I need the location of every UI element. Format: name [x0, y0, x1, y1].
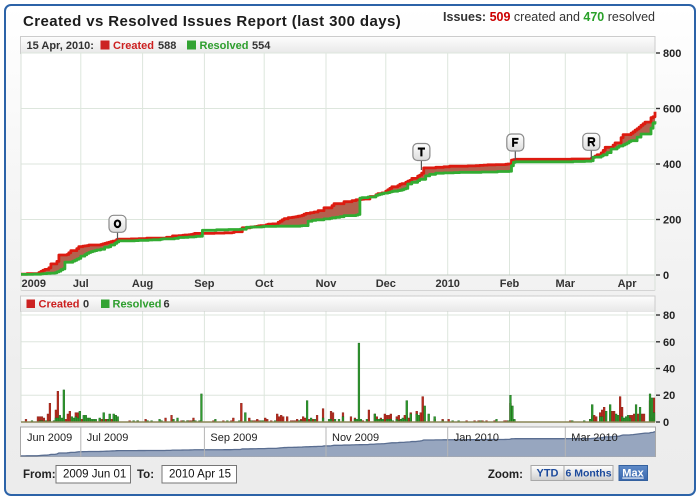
svg-text:Issues: 509 created and 470 re: Issues: 509 created and 470 resolved [443, 10, 655, 24]
svg-text:6: 6 [164, 299, 170, 311]
svg-text:6 Months: 6 Months [565, 468, 611, 480]
svg-text:0: 0 [663, 270, 669, 282]
svg-text:554: 554 [252, 40, 271, 52]
svg-text:YTD: YTD [537, 468, 559, 480]
svg-text:Mar 2010: Mar 2010 [571, 432, 617, 444]
svg-text:Resolved: Resolved [113, 299, 162, 311]
svg-text:Mar: Mar [556, 278, 576, 290]
svg-text:Created: Created [39, 299, 80, 311]
svg-text:800: 800 [663, 48, 681, 60]
svg-text:600: 600 [663, 104, 681, 116]
svg-text:Max: Max [622, 468, 644, 480]
svg-text:Resolved: Resolved [200, 40, 249, 52]
svg-text:2009: 2009 [22, 278, 46, 290]
svg-text:Jul: Jul [73, 278, 89, 290]
svg-text:Feb: Feb [500, 278, 520, 290]
svg-text:Sep 2009: Sep 2009 [210, 432, 257, 444]
svg-text:Jun 2009: Jun 2009 [27, 432, 72, 444]
svg-text:200: 200 [663, 215, 681, 227]
svg-text:20: 20 [663, 390, 675, 402]
svg-text:Nov: Nov [316, 278, 338, 290]
svg-text:Jul 2009: Jul 2009 [87, 432, 129, 444]
svg-text:From:: From: [23, 469, 56, 481]
svg-text:Aug: Aug [132, 278, 153, 290]
svg-text:Oct: Oct [255, 278, 274, 290]
svg-text:Sep: Sep [194, 278, 214, 290]
svg-text:Created vs Resolved Issues Rep: Created vs Resolved Issues Report (last … [23, 13, 401, 30]
svg-text:15 Apr, 2010:: 15 Apr, 2010: [27, 40, 94, 52]
svg-text:To:: To: [137, 469, 154, 481]
svg-text:Zoom:: Zoom: [488, 469, 523, 481]
svg-text:40: 40 [663, 364, 675, 376]
svg-text:2010 Apr 15: 2010 Apr 15 [169, 469, 231, 481]
svg-text:Created: Created [113, 40, 154, 52]
svg-text:Dec: Dec [376, 278, 396, 290]
svg-text:60: 60 [663, 337, 675, 349]
svg-text:588: 588 [158, 40, 176, 52]
svg-text:2010: 2010 [435, 278, 459, 290]
svg-text:Nov 2009: Nov 2009 [332, 432, 379, 444]
svg-text:Jan 2010: Jan 2010 [454, 432, 499, 444]
svg-text:80: 80 [663, 310, 675, 322]
svg-text:400: 400 [663, 159, 681, 171]
svg-text:Apr: Apr [618, 278, 638, 290]
svg-text:2009 Jun 01: 2009 Jun 01 [63, 469, 126, 481]
svg-text:0: 0 [83, 299, 89, 311]
svg-text:0: 0 [663, 417, 669, 429]
